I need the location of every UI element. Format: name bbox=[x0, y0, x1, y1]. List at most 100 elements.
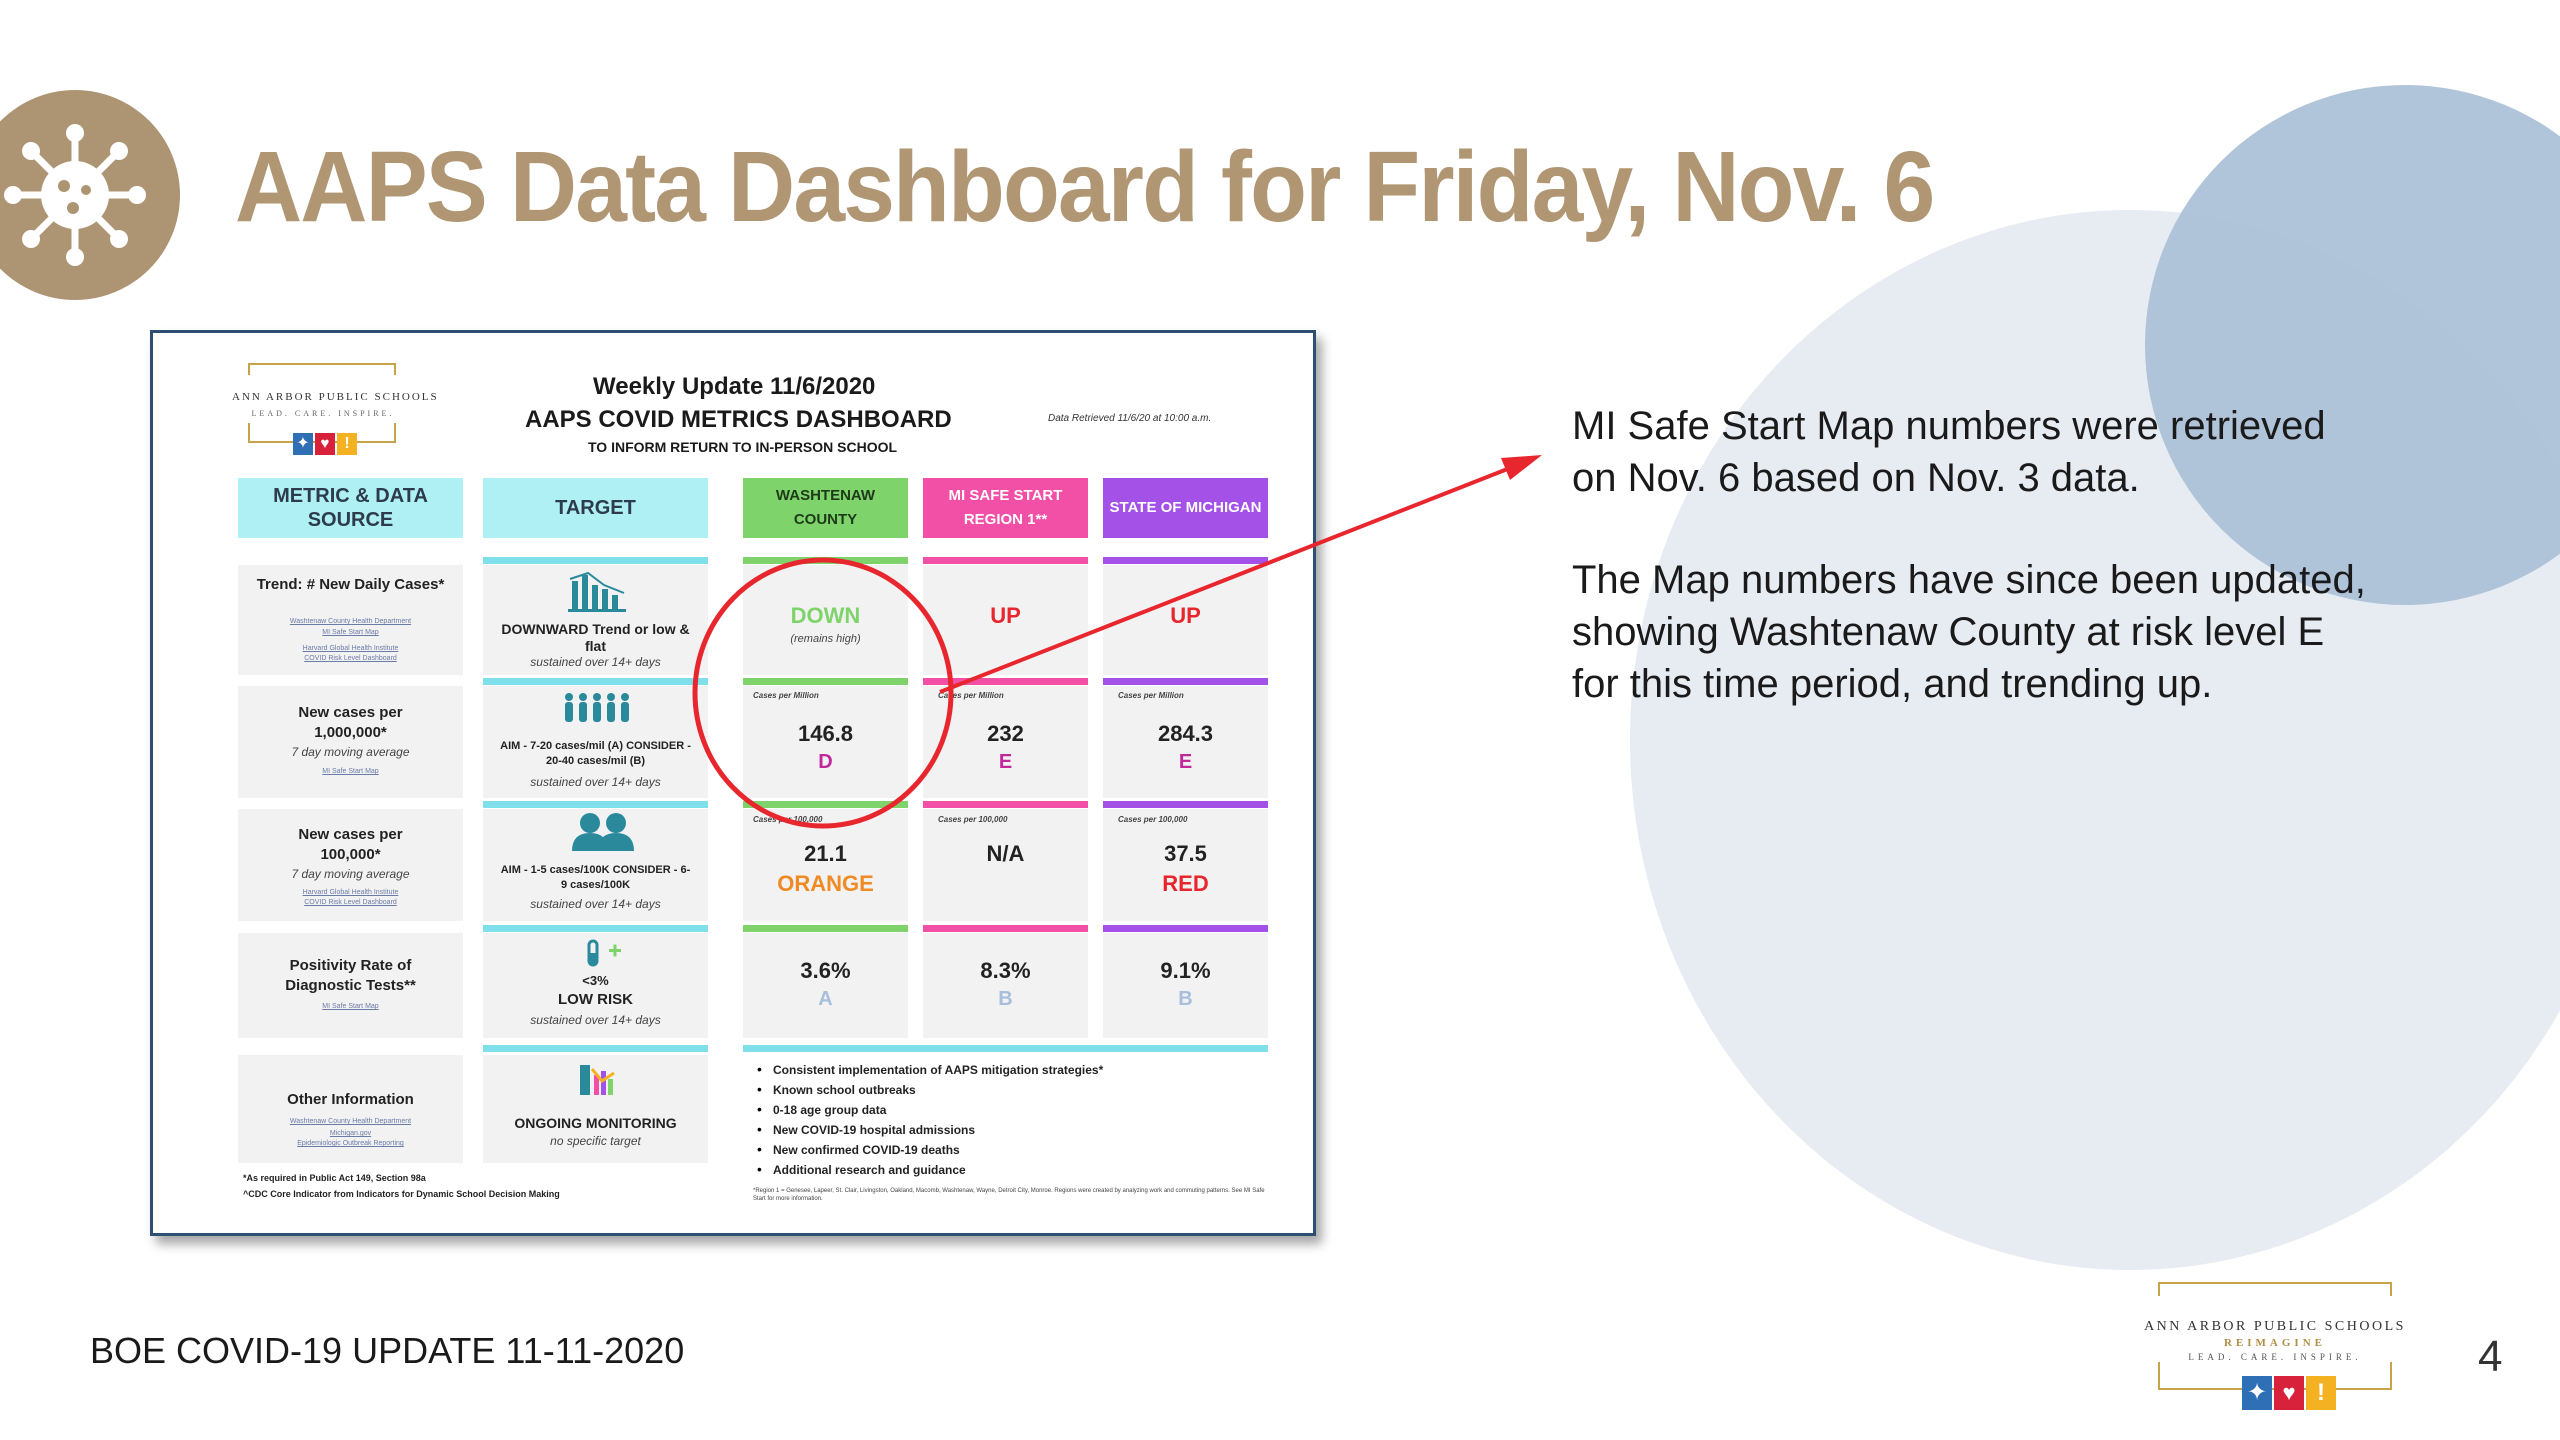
footer-text: BOE COVID-19 UPDATE 11-11-2020 bbox=[90, 1330, 685, 1371]
other-info-item: Known school outbreaks bbox=[773, 1083, 916, 1097]
row2-target-note: sustained over 14+ days bbox=[530, 775, 661, 789]
row2-source-1: MI Safe Start Map bbox=[322, 768, 379, 775]
row3-washtenaw-small: Cases per 100,000 bbox=[753, 815, 823, 824]
row2-metric-note: 7 day moving average bbox=[291, 745, 410, 759]
other-info-item: New confirmed COVID-19 deaths bbox=[773, 1143, 960, 1157]
two-people-icon bbox=[568, 811, 638, 851]
row4-metric: Positivity Rate of Diagnostic Tests** bbox=[285, 957, 416, 994]
row1-source-2: MI Safe Start Map bbox=[322, 629, 379, 636]
other-info-item: Consistent implementation of AAPS mitiga… bbox=[773, 1063, 1104, 1077]
row3-mi-small: Cases per 100,000 bbox=[938, 815, 1008, 824]
header-washtenaw: WASHTENAW COUNTY bbox=[743, 478, 908, 538]
dashboard-retrieved: Data Retrieved 11/6/20 at 10:00 a.m. bbox=[1048, 413, 1212, 424]
row5-target-note: no specific target bbox=[550, 1134, 641, 1148]
row4-washtenaw-level: A bbox=[818, 988, 833, 1010]
row2-state-small: Cases per Million bbox=[1118, 691, 1184, 700]
footnote-2: ^CDC Core Indicator from Indicators for … bbox=[243, 1189, 560, 1199]
other-info-item: 0-18 age group data bbox=[773, 1103, 887, 1117]
notes-text: MI Safe Start Map numbers were retrieved… bbox=[1572, 400, 2372, 760]
page-number: 4 bbox=[2478, 1332, 2503, 1381]
footer-logo-tagline: LEAD. CARE. INSPIRE. bbox=[2188, 1352, 2362, 1362]
footer-star-icon: ✦ bbox=[2242, 1376, 2272, 1410]
row4-state-level: B bbox=[1178, 988, 1193, 1010]
row1-washtenaw-note: (remains high) bbox=[790, 633, 861, 645]
logo-exclaim-icon: ! bbox=[337, 433, 357, 455]
row5-target-main: ONGOING MONITORING bbox=[514, 1115, 677, 1131]
footer-logo-line2: REIMAGINE bbox=[2223, 1337, 2326, 1349]
footer-heart-icon: ♥ bbox=[2274, 1376, 2304, 1410]
row3-target-main: AIM - 1-5 cases/100K CONSIDER - 6-9 case… bbox=[500, 864, 691, 891]
row3-state-value: 37.5 bbox=[1164, 841, 1207, 866]
row2-washtenaw-small: Cases per Million bbox=[753, 691, 819, 700]
dashboard-logo-name: ANN ARBOR PUBLIC SCHOOLS bbox=[232, 391, 439, 403]
other-info-item: New COVID-19 hospital admissions bbox=[773, 1123, 976, 1137]
row3-washtenaw-level: ORANGE bbox=[777, 871, 874, 896]
row5-source-3: Epidemiologic Outbreak Reporting bbox=[297, 1140, 404, 1147]
row1-metric: Trend: # New Daily Cases* bbox=[256, 576, 445, 593]
row2-washtenaw-value: 146.8 bbox=[797, 721, 854, 746]
row1-source-3: Harvard Global Health Institute bbox=[302, 645, 399, 652]
row2-state-level: E bbox=[1178, 751, 1193, 773]
row3-metric: New cases per 100,000* bbox=[298, 826, 403, 863]
row3-state-small: Cases per 100,000 bbox=[1118, 815, 1188, 824]
row1-target-note: sustained over 14+ days bbox=[530, 655, 661, 669]
logo-heart-icon: ♥ bbox=[315, 433, 335, 455]
row5-metric: Other Information bbox=[287, 1091, 414, 1108]
trend-chart-icon bbox=[568, 571, 628, 613]
row1-source-1: Washtenaw County Health Department bbox=[289, 618, 412, 625]
header-target: TARGET bbox=[483, 478, 708, 538]
row2-metric: New cases per 1,000,000* bbox=[298, 704, 403, 741]
note-paragraph-2: The Map numbers have since been updated,… bbox=[1572, 558, 2366, 706]
row1-washtenaw-value: DOWN bbox=[790, 603, 861, 628]
row2-mi-value: 232 bbox=[987, 721, 1024, 746]
people-crowd-icon bbox=[561, 691, 635, 727]
row5-source-2: Michigan.gov bbox=[329, 1130, 372, 1137]
row3-source-1: Harvard Global Health Institute bbox=[302, 889, 399, 896]
row3-target-note: sustained over 14+ days bbox=[530, 897, 661, 911]
dashboard-image: ANN ARBOR PUBLIC SCHOOLS LEAD. CARE. INS… bbox=[150, 330, 1316, 1236]
virus-icon bbox=[0, 90, 180, 300]
note-paragraph-1: MI Safe Start Map numbers were retrieved… bbox=[1572, 404, 2326, 500]
row4-mi-value: 8.3% bbox=[980, 958, 1031, 983]
dashboard-subtitle: TO INFORM RETURN TO IN-PERSON SCHOOL bbox=[588, 439, 898, 455]
footer-logo: ANN ARBOR PUBLIC SCHOOLS REIMAGINE LEAD.… bbox=[2130, 1282, 2420, 1412]
row3-state-level: RED bbox=[1162, 871, 1209, 896]
row2-mi-small: Cases per Million bbox=[938, 691, 1004, 700]
row2-target-main: AIM - 7-20 cases/mil (A) CONSIDER - 20-4… bbox=[500, 740, 691, 767]
row4-target-top: <3% bbox=[582, 973, 609, 988]
dashboard-weekly-update: Weekly Update 11/6/2020 bbox=[593, 373, 876, 400]
row2-mi-level: E bbox=[998, 751, 1013, 773]
row4-target-note: sustained over 14+ days bbox=[530, 1013, 661, 1027]
row4-mi-level: B bbox=[998, 988, 1013, 1010]
dashboard-logo-tagline: LEAD. CARE. INSPIRE. bbox=[251, 409, 395, 418]
row1-target-main: DOWNWARD Trend or low & flat bbox=[501, 621, 690, 654]
row4-washtenaw-value: 3.6% bbox=[800, 958, 851, 983]
footnote-1: *As required in Public Act 149, Section … bbox=[243, 1173, 426, 1183]
row3-metric-note: 7 day moving average bbox=[291, 867, 410, 881]
background-circle-small bbox=[2145, 85, 2560, 605]
header-state: STATE OF MICHIGAN bbox=[1103, 478, 1268, 538]
row5-source-1: Washtenaw County Health Department bbox=[289, 1118, 412, 1125]
row2-washtenaw-level: D bbox=[818, 751, 833, 773]
row4-target-main: LOW RISK bbox=[558, 991, 633, 1008]
monitoring-chart-icon bbox=[578, 1061, 622, 1097]
row1-mi-value: UP bbox=[990, 603, 1021, 628]
annotation-arrow-head bbox=[1501, 455, 1542, 480]
row1-state-value: UP bbox=[1170, 603, 1201, 628]
row3-washtenaw-value: 21.1 bbox=[804, 841, 847, 866]
footer-logo-name: ANN ARBOR PUBLIC SCHOOLS bbox=[2144, 1319, 2406, 1334]
header-mi: MI SAFE START REGION 1** bbox=[923, 478, 1088, 538]
row3-mi-value: N/A bbox=[986, 841, 1025, 866]
row2-state-value: 284.3 bbox=[1157, 721, 1214, 746]
dashboard-logo: ANN ARBOR PUBLIC SCHOOLS LEAD. CARE. INS… bbox=[232, 363, 437, 463]
header-metric: METRIC & DATA SOURCE bbox=[238, 478, 463, 538]
slide-title: AAPS Data Dashboard for Friday, Nov. 6 bbox=[235, 131, 1935, 243]
footer-exclaim-icon: ! bbox=[2306, 1376, 2336, 1410]
region-note: *Region 1 = Genesee, Lapeer, St. Clair, … bbox=[753, 1188, 1265, 1202]
test-tube-icon bbox=[585, 939, 625, 969]
dashboard-title: AAPS COVID METRICS DASHBOARD bbox=[525, 406, 952, 433]
row1-source-4: COVID Risk Level Dashboard bbox=[304, 655, 397, 662]
row3-source-2: COVID Risk Level Dashboard bbox=[304, 899, 397, 906]
logo-star-icon: ✦ bbox=[293, 433, 313, 455]
row4-state-value: 9.1% bbox=[1160, 958, 1211, 983]
